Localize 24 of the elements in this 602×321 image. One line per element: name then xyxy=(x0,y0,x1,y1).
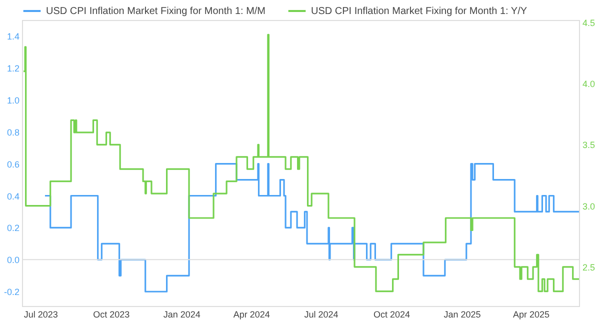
x-tick-label: Oct 2023 xyxy=(93,310,130,320)
x-tick-label: Jan 2024 xyxy=(163,310,200,320)
y-tick-label: 1.0 xyxy=(6,95,20,106)
x-tick-label: Apr 2024 xyxy=(233,310,270,320)
legend-label: USD CPI Inflation Market Fixing for Month 1: Y/Y xyxy=(311,6,528,17)
legend-label: USD CPI Inflation Market Fixing for Month 1: M/M xyxy=(46,6,266,17)
x-tick-label: Oct 2024 xyxy=(374,310,410,320)
x-tick-label: Apr 2025 xyxy=(512,310,550,320)
y-tick-label: 0.0 xyxy=(6,255,20,266)
y-tick-label: 0.6 xyxy=(6,159,20,170)
x-tick-label: Jul 2024 xyxy=(304,310,338,320)
x-tick-label: Jan 2025 xyxy=(444,310,481,320)
y2-tick-label: 4.0 xyxy=(582,79,596,90)
y-tick-label: 0.2 xyxy=(6,223,20,234)
y-tick-label: 0.4 xyxy=(6,191,20,202)
y-tick-label: 1.4 xyxy=(6,31,20,42)
y2-tick-label: 4.5 xyxy=(582,18,596,28)
y-tick-label: 1.2 xyxy=(6,63,20,74)
y2-tick-label: 3.0 xyxy=(582,201,596,212)
y-tick-label: 0.8 xyxy=(6,127,20,138)
y-tick-label: -0.2 xyxy=(4,287,20,298)
x-tick-label: Jul 2023 xyxy=(24,310,58,320)
y2-tick-label: 3.5 xyxy=(582,140,596,150)
y2-tick-label: 2.5 xyxy=(582,262,596,272)
